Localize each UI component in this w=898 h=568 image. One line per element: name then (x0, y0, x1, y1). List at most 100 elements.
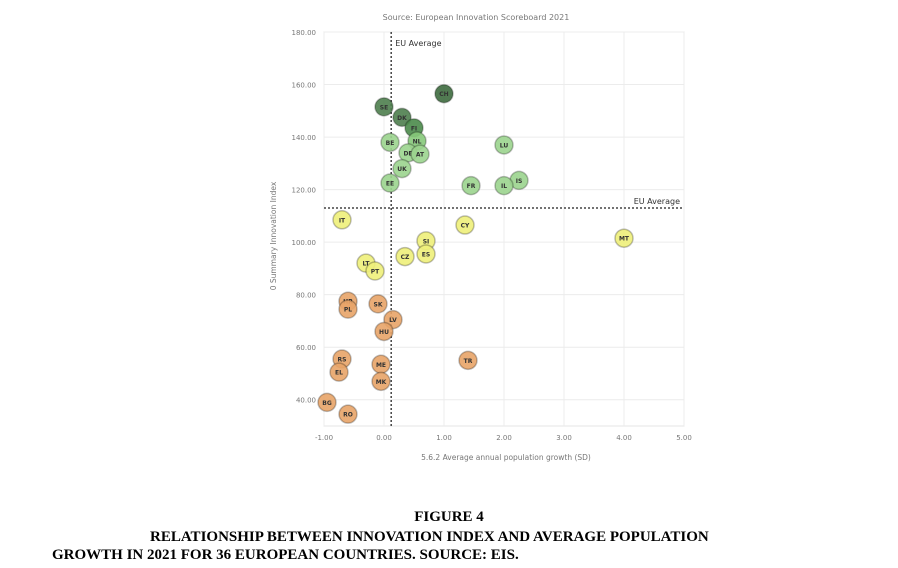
data-point[interactable]: BG (317, 392, 337, 413)
point-label: FI (411, 125, 417, 132)
data-point[interactable]: HU (374, 321, 394, 342)
point-label: UK (397, 166, 407, 173)
data-point[interactable]: SE (374, 97, 394, 117)
x-axis-ticks: -1.00 0.00 1.00 2.00 3.00 4.00 5.00 (315, 434, 692, 442)
data-point[interactable]: FR (461, 175, 481, 196)
data-point[interactable]: IT (332, 210, 352, 230)
data-point[interactable]: SK (368, 294, 388, 314)
point-label: BG (322, 400, 332, 407)
y-tick-label: 80.00 (296, 292, 316, 300)
point-label: SI (423, 238, 430, 245)
y-tick-label: 140.00 (292, 134, 317, 142)
data-point[interactable]: MT (614, 228, 634, 248)
eu-average-horizontal-label: EU Average (634, 197, 680, 206)
point-label: PL (344, 307, 352, 314)
point-marker (329, 362, 349, 382)
data-point[interactable]: ME (371, 354, 391, 375)
point-label: IL (501, 183, 507, 190)
point-marker (494, 135, 514, 155)
figure-caption-line-2: GROWTH IN 2021 FOR 36 EUROPEAN COUNTRIES… (52, 547, 519, 563)
eu-average-vertical-label: EU Average (395, 39, 441, 48)
point-marker (380, 173, 400, 193)
y-tick-label: 40.00 (296, 397, 316, 405)
data-point[interactable]: EL (329, 362, 349, 382)
point-label: DE (403, 150, 412, 157)
point-label: LU (500, 142, 509, 149)
data-point[interactable]: BE (380, 132, 400, 153)
y-tick-label: 180.00 (292, 29, 317, 37)
data-point[interactable]: CH (434, 83, 454, 104)
point-marker (455, 215, 475, 235)
point-label: PT (371, 269, 380, 276)
point-marker (317, 392, 337, 413)
data-point[interactable]: RO (338, 404, 358, 424)
point-marker (416, 244, 436, 264)
data-point[interactable]: DK (392, 107, 412, 128)
point-marker (371, 371, 391, 392)
point-label: CY (461, 223, 470, 230)
grid-lines (323, 31, 685, 426)
point-label: LV (389, 317, 397, 324)
point-label: CZ (401, 254, 410, 261)
point-marker (332, 210, 352, 230)
y-tick-label: 100.00 (292, 239, 317, 247)
point-label: MT (619, 236, 630, 243)
point-marker (494, 175, 514, 196)
point-label: SE (380, 104, 388, 111)
point-marker (380, 132, 400, 153)
x-tick-label: 2.00 (496, 434, 512, 442)
figure-caption-line-1: RELATIONSHIP BETWEEN INNOVATION INDEX AN… (150, 529, 709, 545)
point-label: BE (386, 140, 395, 147)
data-point[interactable]: PT (365, 261, 385, 281)
data-point[interactable]: LU (494, 135, 514, 155)
point-label: EE (386, 181, 394, 188)
chart-source-title: Source: European Innovation Scoreboard 2… (383, 13, 570, 22)
data-point[interactable]: ES (416, 244, 436, 264)
data-point[interactable]: AT (410, 144, 430, 164)
point-label: SK (374, 301, 383, 308)
data-points: CH SE DK FI NL BE LU DE AT UK IS EE FR IL IT CY MT SI ES CZ… (317, 83, 634, 424)
point-label: ME (376, 362, 386, 369)
x-tick-label: 1.00 (436, 434, 452, 442)
point-marker (461, 175, 481, 196)
point-label: LT (363, 261, 371, 268)
figure-number: FIGURE 4 (414, 509, 484, 525)
scatter-chart: Source: European Innovation Scoreboard 2… (269, 13, 692, 462)
eu-average-lines: EU Average EU Average (324, 32, 684, 426)
point-marker (338, 404, 358, 424)
point-marker (374, 97, 394, 117)
point-label: IT (339, 217, 346, 224)
data-point[interactable]: IL (494, 175, 514, 196)
point-marker (338, 299, 358, 319)
x-tick-label: 4.00 (616, 434, 632, 442)
y-axis-label: 0 Summary Innovation Index (269, 181, 278, 290)
point-label: CH (439, 91, 448, 98)
x-tick-label: 3.00 (556, 434, 572, 442)
point-marker (410, 144, 430, 164)
y-axis-ticks: 40.00 60.00 80.00 100.00 120.00 140.00 160.00 1… (292, 29, 317, 405)
data-point[interactable]: TR (458, 350, 478, 371)
data-point[interactable]: CY (455, 215, 475, 235)
data-point[interactable]: UK (392, 158, 412, 179)
point-label: IS (516, 178, 523, 185)
point-label: ES (422, 251, 430, 258)
data-point[interactable]: MK (371, 371, 391, 392)
point-marker (392, 107, 412, 128)
point-label: RO (343, 412, 353, 419)
point-marker (392, 158, 412, 179)
point-marker (458, 350, 478, 371)
y-tick-label: 160.00 (292, 82, 317, 90)
y-tick-label: 60.00 (296, 344, 316, 352)
point-label: AT (416, 152, 425, 159)
data-point[interactable]: PL (338, 299, 358, 319)
data-point[interactable]: EE (380, 173, 400, 193)
point-marker (365, 261, 385, 281)
point-marker (614, 228, 634, 248)
point-label: DK (397, 115, 407, 122)
x-tick-label: 0.00 (376, 434, 392, 442)
point-label: TR (464, 358, 473, 365)
data-point[interactable]: CZ (395, 246, 415, 267)
point-marker (368, 294, 388, 314)
x-tick-label: -1.00 (315, 434, 333, 442)
point-marker (434, 83, 454, 104)
